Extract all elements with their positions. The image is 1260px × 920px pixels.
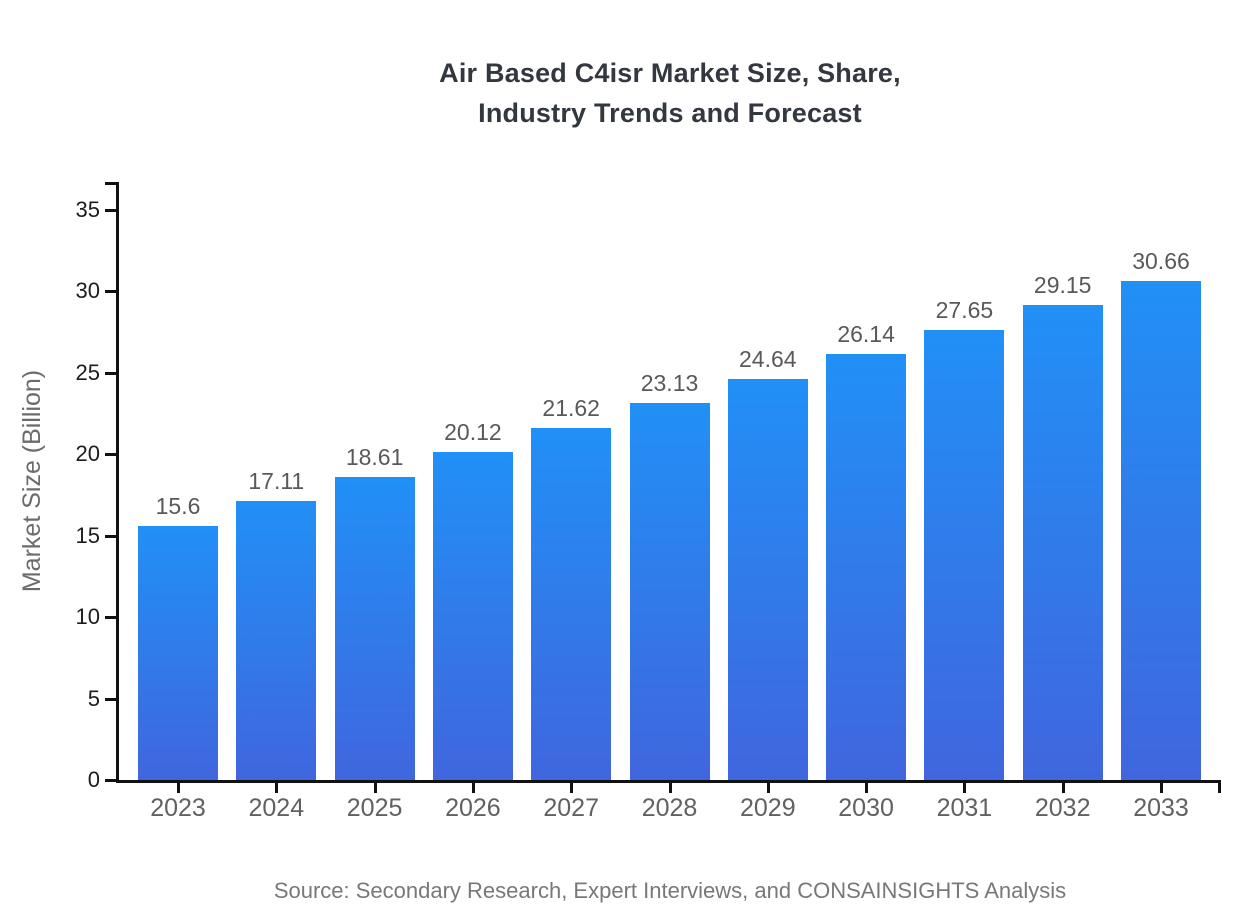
chart-bar	[138, 526, 218, 780]
y-axis-tick-label: 35	[75, 197, 100, 222]
chart-bar	[924, 330, 1005, 780]
x-axis-tick-label: 2023	[150, 794, 206, 822]
y-axis-tick	[105, 616, 116, 620]
x-axis-tick-label: 2033	[1133, 794, 1189, 822]
x-axis-tick	[570, 783, 574, 793]
bar-value-label: 26.14	[837, 321, 895, 347]
x-axis-tick-label: 2031	[936, 794, 993, 822]
y-axis-tick-label: 5	[87, 685, 100, 711]
chart-bar	[334, 477, 415, 780]
y-axis-tick	[105, 371, 116, 375]
chart-bar	[826, 354, 907, 780]
x-axis-tick-label: 2029	[739, 794, 796, 822]
y-axis-tick	[105, 534, 116, 538]
y-axis-label: Market Size (Billion)	[18, 369, 46, 593]
x-axis-tick	[865, 783, 869, 793]
x-axis-tick	[963, 783, 967, 793]
x-axis-tick	[766, 783, 770, 793]
y-axis-tick-label: 15	[75, 522, 100, 548]
x-axis-tick	[471, 783, 475, 793]
x-axis-tick-label: 2025	[346, 794, 403, 822]
x-axis-tick-label: 2024	[248, 794, 305, 822]
y-axis-tick	[105, 290, 116, 294]
chart-bar	[1121, 281, 1201, 780]
bar-value-label: 23.13	[640, 370, 699, 396]
chart-bar	[531, 428, 612, 780]
x-axis-tick-label: 2027	[543, 794, 599, 822]
x-axis-tick	[275, 783, 279, 793]
x-axis-tick-label: 2032	[1034, 794, 1091, 822]
bar-value-label: 29.15	[1033, 272, 1092, 298]
chart-bar	[432, 452, 513, 780]
x-axis-tick-label: 2028	[641, 794, 698, 822]
chart-bar	[236, 501, 317, 780]
y-axis-tick-label: 10	[75, 604, 100, 630]
y-axis-tick-label: 0	[87, 767, 100, 792]
bar-value-label: 24.64	[739, 346, 797, 372]
y-axis-tick-label: 20	[75, 441, 100, 467]
y-axis-tick	[105, 453, 116, 457]
bar-value-label: 20.12	[444, 419, 502, 445]
x-axis-tick	[373, 783, 377, 793]
x-axis-tick-label: 2030	[838, 794, 894, 822]
source-note: Source: Secondary Research, Expert Inter…	[273, 878, 1067, 903]
x-axis-tick-label: 2026	[445, 794, 501, 822]
y-axis-tick	[105, 697, 116, 701]
x-axis-line	[116, 780, 1221, 783]
bar-value-label: 21.62	[542, 395, 600, 421]
x-axis-tick	[668, 783, 672, 793]
bar-value-label: 30.66	[1132, 248, 1190, 274]
y-axis-tick	[105, 779, 116, 782]
chart-bar	[727, 379, 808, 780]
chart-bar	[1022, 305, 1103, 780]
bar-value-label: 17.11	[248, 468, 305, 494]
bar-value-label: 15.6	[155, 493, 201, 519]
chart-title: Air Based C4isr Market Size, Share, Indu…	[439, 58, 901, 128]
y-axis-line	[116, 182, 119, 783]
y-axis-tick-label: 30	[75, 278, 100, 304]
bar-value-label: 18.61	[345, 444, 404, 470]
chart-bar	[629, 403, 710, 780]
y-axis-tick	[105, 209, 116, 212]
bar-value-label: 27.65	[935, 297, 994, 323]
y-axis-end-cap-tick	[105, 182, 116, 185]
x-axis-tick	[1061, 783, 1065, 793]
x-axis-tick	[177, 783, 180, 793]
x-axis-tick	[1160, 783, 1163, 793]
x-axis-end-cap-tick	[1218, 783, 1221, 793]
y-axis-tick-label: 25	[75, 359, 100, 385]
